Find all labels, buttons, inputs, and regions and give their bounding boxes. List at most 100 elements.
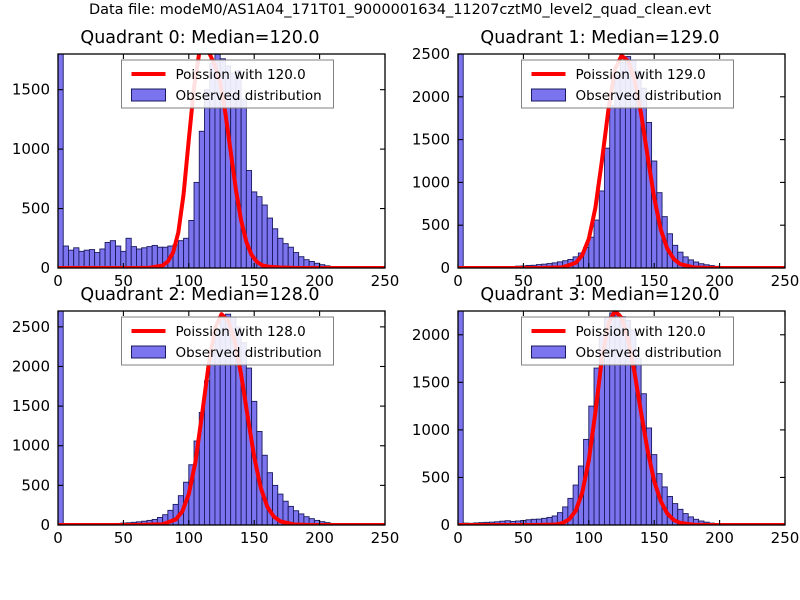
- legend-label-fit: Poission with 120.0: [576, 324, 706, 340]
- histogram-bar: [256, 196, 263, 268]
- legend-swatch-observed: [531, 345, 566, 359]
- histogram-bar: [99, 248, 106, 268]
- x-tick-label: 0: [453, 529, 463, 547]
- x-tick-label: 200: [305, 272, 334, 290]
- x-axis: 0 50 100 150 200 250: [53, 54, 399, 290]
- histogram-bar: [115, 245, 122, 268]
- histogram-bar: [58, 311, 64, 525]
- y-tick-label: 1000: [12, 437, 50, 455]
- x-axis: 0 50 100 150 200 250: [53, 311, 399, 547]
- histogram-bar: [83, 249, 90, 268]
- histogram-bar: [458, 311, 464, 525]
- x-tick-label: 200: [305, 529, 334, 547]
- y-tick-label: 1000: [12, 140, 50, 158]
- legend: Poission with 129.0 Observed distribution: [521, 59, 734, 109]
- histogram-bar: [292, 252, 300, 268]
- axes-frame: [457, 53, 786, 269]
- histogram-bar: [130, 246, 137, 268]
- x-tick-label: 100: [574, 529, 603, 547]
- y-axis: 0 500 1000 1500 2000: [412, 326, 785, 534]
- y-tick-label: 500: [421, 216, 450, 234]
- histogram-bar: [209, 351, 216, 525]
- y-tick-label: 500: [21, 476, 50, 494]
- histogram-bar: [73, 247, 80, 268]
- axes-frame: [457, 310, 786, 526]
- legend-swatch-observed: [131, 345, 166, 359]
- x-tick-label: 150: [640, 272, 669, 290]
- legend-label-fit: Poission with 129.0: [576, 67, 706, 83]
- x-tick-label: 250: [771, 529, 800, 547]
- histogram-bar: [598, 190, 605, 268]
- legend-swatch-observed: [131, 88, 166, 102]
- y-axis: 0 500 1000 1500 2000 2500: [412, 45, 785, 277]
- legend-swatch-observed: [531, 88, 566, 102]
- x-tick-label: 50: [514, 529, 533, 547]
- histogram-bar: [609, 104, 616, 268]
- y-tick-label: 1500: [12, 81, 50, 99]
- y-tick-label: 0: [440, 259, 450, 277]
- x-tick-label: 150: [240, 272, 269, 290]
- legend-label-fit: Poission with 120.0: [176, 67, 306, 83]
- x-axis: 0 50 100 150 200 250: [453, 311, 799, 547]
- histogram-bars: [58, 311, 378, 525]
- legend: Poission with 120.0 Observed distribution: [121, 59, 334, 109]
- histogram-bar: [272, 228, 279, 268]
- x-tick-label: 250: [371, 529, 400, 547]
- panel-quadrant-1: Quadrant 1: Median=129.0 0 50 100 150 200 250…: [400, 28, 800, 300]
- histogram-bar: [78, 250, 85, 268]
- legend-label-fit: Poission with 128.0: [176, 324, 306, 340]
- x-tick-label: 150: [640, 529, 669, 547]
- histogram-bars: [458, 311, 757, 525]
- x-tick-label: 50: [514, 272, 533, 290]
- histogram-bar: [458, 54, 464, 268]
- y-tick-label: 2000: [12, 357, 50, 375]
- histogram-bar: [141, 247, 148, 268]
- y-tick-label: 1500: [412, 373, 450, 391]
- histogram-bar: [282, 243, 289, 268]
- y-tick-label: 1000: [412, 173, 450, 191]
- histogram-bar: [266, 217, 273, 268]
- histogram-bar: [177, 240, 185, 268]
- y-tick-label: 1500: [12, 397, 50, 415]
- histogram-bar: [277, 237, 284, 268]
- panel-title-quadrant-1: Quadrant 1: Median=129.0: [480, 28, 720, 48]
- histogram-bar: [183, 237, 190, 268]
- histogram-bar: [198, 130, 205, 268]
- chart-quadrant-1[interactable]: 0 50 100 150 200 25005001000150020002500Poiss…: [400, 28, 800, 300]
- histogram-bar: [266, 472, 273, 525]
- poisson-fit-line: [58, 54, 385, 268]
- histogram-bar: [62, 245, 69, 268]
- chart-quadrant-0[interactable]: 0 50 100 150 200 250 0 500 1000 1500 Poission with…: [0, 28, 400, 300]
- histogram-bar: [593, 219, 600, 268]
- panel-title-quadrant-0: Quadrant 0: Median=120.0: [80, 28, 320, 48]
- histogram-bar: [125, 237, 132, 268]
- histogram-bar: [136, 248, 143, 268]
- y-tick-label: 0: [440, 516, 450, 534]
- y-axis: 0 500 1000 1500 2000 2500: [12, 318, 385, 534]
- x-tick-label: 100: [574, 272, 603, 290]
- legend: Poission with 128.0 Observed distribution: [121, 316, 334, 366]
- x-tick-label: 0: [53, 272, 63, 290]
- x-tick-label: 150: [240, 529, 269, 547]
- y-tick-label: 0: [40, 516, 50, 534]
- x-tick-label: 0: [453, 272, 463, 290]
- legend-label-observed: Observed distribution: [176, 88, 322, 104]
- legend-label-observed: Observed distribution: [576, 88, 722, 104]
- histogram-bar: [68, 249, 75, 268]
- x-tick-label: 250: [371, 272, 400, 290]
- x-axis: 0 50 100 150 200 250: [453, 54, 799, 290]
- legend-label-observed: Observed distribution: [176, 345, 322, 361]
- x-tick-label: 200: [705, 272, 734, 290]
- histogram-bar: [104, 241, 111, 268]
- y-tick-label: 1000: [412, 421, 450, 439]
- legend-label-observed: Observed distribution: [576, 345, 722, 361]
- panel-quadrant-3: Quadrant 3: Median=120.0 0 50 100 150 200 250…: [400, 285, 800, 557]
- chart-quadrant-3[interactable]: 0 50 100 150 200 250 0 500 1000 1500 2000 Poission …: [400, 285, 800, 557]
- y-tick-label: 2500: [12, 318, 50, 336]
- y-tick-label: 2000: [412, 88, 450, 106]
- histogram-bar: [109, 240, 117, 268]
- x-tick-label: 50: [114, 529, 133, 547]
- y-tick-label: 500: [21, 200, 50, 218]
